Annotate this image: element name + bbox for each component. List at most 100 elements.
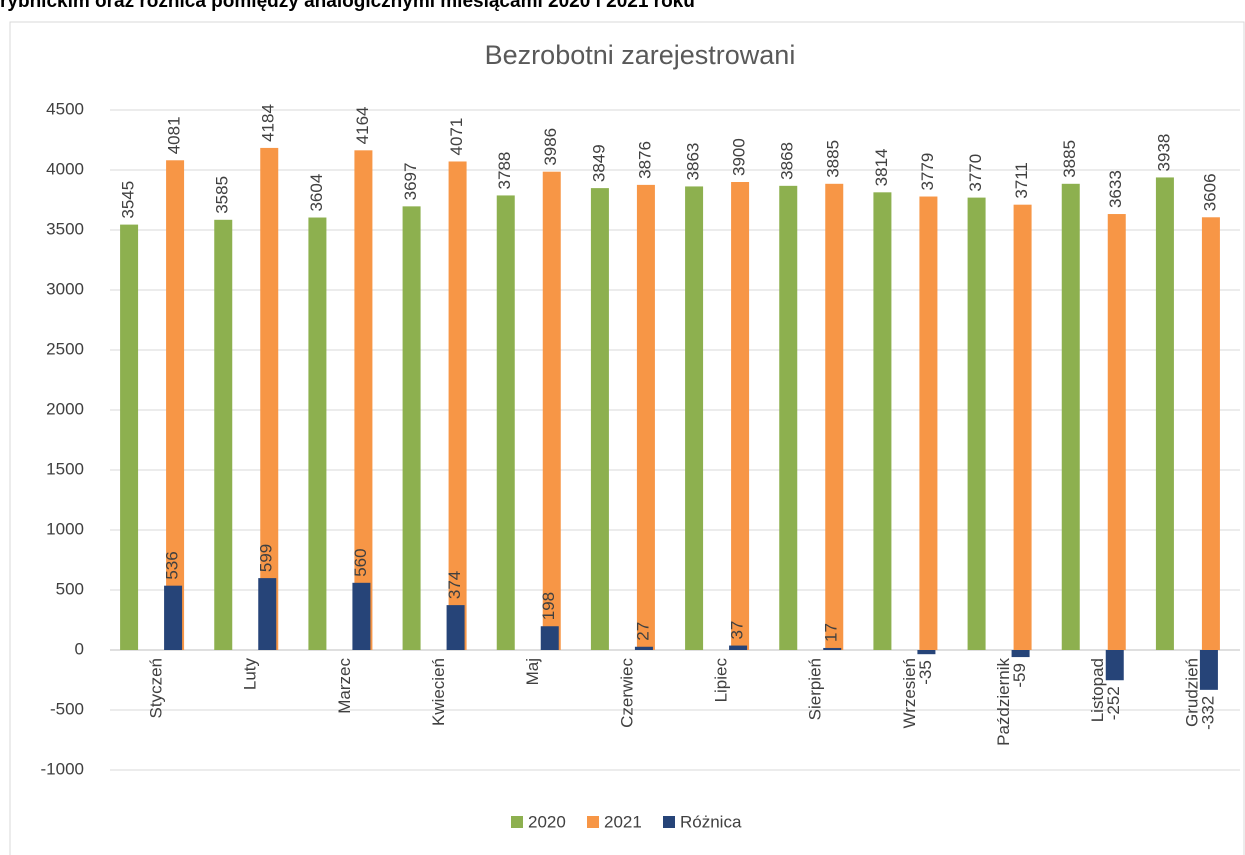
bar bbox=[1011, 650, 1030, 658]
x-tick-label: Grudzień bbox=[1182, 658, 1201, 727]
data-label: 3885 bbox=[824, 140, 843, 178]
data-label: 3788 bbox=[495, 152, 514, 190]
y-tick-label: 4000 bbox=[46, 159, 84, 178]
bar bbox=[308, 217, 327, 650]
data-label: -332 bbox=[1198, 696, 1217, 730]
bar bbox=[166, 160, 185, 650]
data-label: 4184 bbox=[259, 104, 278, 142]
data-label: 3697 bbox=[401, 163, 420, 201]
bar bbox=[1107, 214, 1126, 651]
data-label: -59 bbox=[1010, 663, 1029, 688]
x-tick-label: Sierpień bbox=[806, 658, 825, 720]
data-label: 4071 bbox=[447, 118, 466, 156]
legend-label: Różnica bbox=[680, 812, 742, 831]
y-tick-label: 3000 bbox=[46, 279, 84, 298]
y-tick-label: 2000 bbox=[46, 399, 84, 418]
chart-title: Bezrobotni zarejestrowani bbox=[485, 40, 796, 70]
x-tick-label: Lipiec bbox=[712, 658, 731, 703]
data-label: 560 bbox=[351, 548, 370, 576]
bar bbox=[823, 647, 842, 650]
bar bbox=[542, 171, 561, 650]
data-label: 3779 bbox=[918, 153, 937, 191]
legend-swatch bbox=[511, 816, 523, 828]
x-tick-label: Październik bbox=[994, 658, 1013, 746]
bar bbox=[352, 582, 371, 650]
bar bbox=[354, 150, 373, 650]
bar bbox=[634, 646, 653, 650]
data-label: 3885 bbox=[1060, 140, 1079, 178]
x-tick-label: Maj bbox=[523, 658, 542, 685]
data-label: 3863 bbox=[684, 143, 703, 181]
data-label: 3711 bbox=[1012, 162, 1031, 199]
data-label: 3900 bbox=[730, 138, 749, 176]
data-label: 599 bbox=[257, 544, 276, 572]
data-label: 198 bbox=[539, 592, 558, 620]
bar bbox=[1155, 177, 1174, 650]
x-tick-label: Listopad bbox=[1088, 658, 1107, 722]
bar bbox=[496, 195, 515, 650]
bar bbox=[917, 650, 936, 655]
data-label: 4164 bbox=[353, 106, 372, 144]
x-tick-label: Czerwiec bbox=[617, 658, 636, 728]
bar bbox=[729, 645, 748, 650]
bar bbox=[873, 192, 892, 650]
x-tick-label: Marzec bbox=[335, 658, 354, 714]
bar bbox=[1105, 650, 1124, 681]
y-tick-label: 3500 bbox=[46, 219, 84, 238]
data-label: 3849 bbox=[589, 144, 608, 182]
x-tick-label: Wrzesień bbox=[900, 658, 919, 729]
bar bbox=[590, 188, 609, 650]
bar bbox=[540, 626, 559, 650]
data-label: 3545 bbox=[119, 181, 138, 219]
bar bbox=[919, 196, 938, 650]
data-label: 37 bbox=[728, 621, 747, 640]
data-label: -252 bbox=[1104, 686, 1123, 720]
data-label: -35 bbox=[916, 660, 935, 685]
y-tick-label: 2500 bbox=[46, 339, 84, 358]
bar bbox=[446, 605, 465, 650]
data-label: 3606 bbox=[1200, 173, 1219, 211]
y-tick-label: 1500 bbox=[46, 459, 84, 478]
x-tick-label: Styczeń bbox=[147, 658, 166, 718]
legend-label: 2020 bbox=[528, 812, 566, 831]
bar bbox=[164, 585, 183, 650]
bar bbox=[448, 161, 467, 651]
bar bbox=[1199, 650, 1218, 690]
y-tick-label: 1000 bbox=[46, 519, 84, 538]
data-label: 3938 bbox=[1154, 134, 1173, 172]
data-label: 3770 bbox=[966, 154, 985, 192]
heading: rybnickim oraz różnica pomiędzy analogic… bbox=[0, 0, 695, 12]
bar bbox=[1061, 183, 1080, 651]
y-tick-label: -1000 bbox=[41, 759, 84, 778]
bar bbox=[825, 183, 844, 651]
legend-label: 2021 bbox=[604, 812, 642, 831]
bar bbox=[685, 186, 704, 650]
x-tick-label: Kwiecień bbox=[429, 658, 448, 726]
data-label: 27 bbox=[633, 622, 652, 641]
y-tick-label: -500 bbox=[50, 699, 84, 718]
data-label: 536 bbox=[163, 551, 182, 579]
bar bbox=[120, 224, 139, 650]
data-label: 3585 bbox=[213, 176, 232, 214]
data-label: 3633 bbox=[1106, 170, 1125, 208]
bar bbox=[214, 219, 233, 651]
data-label: 4081 bbox=[165, 116, 184, 154]
y-tick-label: 0 bbox=[75, 639, 84, 658]
bar bbox=[1013, 204, 1032, 650]
data-label: 3986 bbox=[541, 128, 560, 166]
bar bbox=[636, 184, 655, 650]
legend-swatch bbox=[587, 816, 599, 828]
x-tick-label: Luty bbox=[241, 658, 260, 691]
bar bbox=[402, 206, 421, 651]
bar bbox=[731, 182, 750, 650]
y-tick-label: 500 bbox=[56, 579, 84, 598]
data-label: 374 bbox=[445, 571, 464, 599]
bar bbox=[779, 185, 798, 650]
bar bbox=[967, 197, 986, 650]
bar bbox=[1201, 217, 1220, 650]
y-tick-label: 4500 bbox=[46, 99, 84, 118]
bar bbox=[258, 578, 277, 650]
chart-border bbox=[9, 21, 1245, 855]
